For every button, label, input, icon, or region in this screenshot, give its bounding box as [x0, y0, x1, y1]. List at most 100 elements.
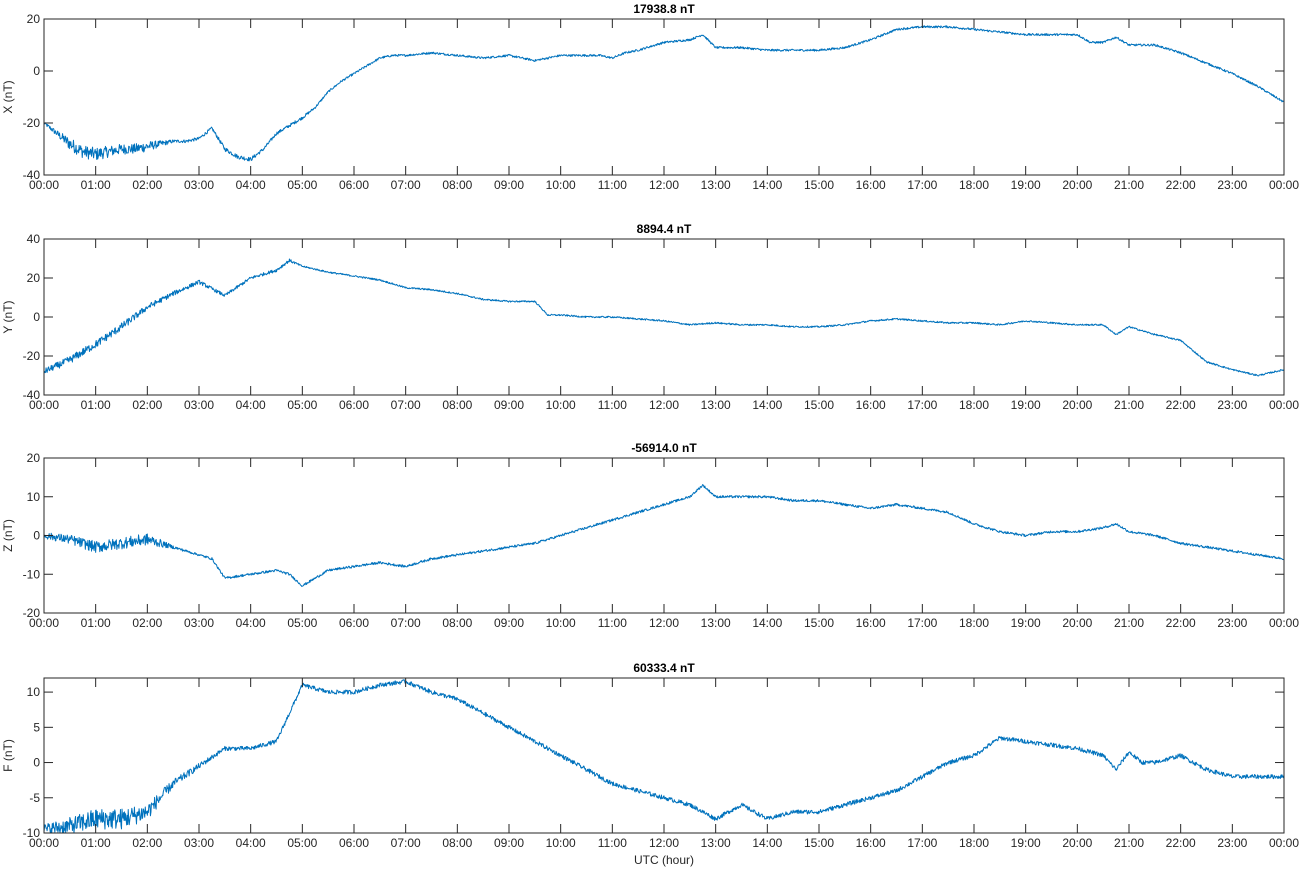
- x-tick-label: 04:00: [236, 836, 266, 850]
- axes-box: [43, 238, 1285, 396]
- y-tick-label: -40: [23, 388, 41, 402]
- x-tick-label: 16:00: [856, 836, 886, 850]
- x-tick-label: 18:00: [959, 178, 989, 192]
- x-tick-label: 22:00: [1166, 836, 1196, 850]
- x-tick-label: 03:00: [184, 398, 214, 412]
- y-tick-label: -20: [23, 116, 41, 130]
- x-tick-label: 18:00: [959, 398, 989, 412]
- x-tick-label: 03:00: [184, 616, 214, 630]
- y-tick-label: 0: [33, 64, 40, 78]
- x-tick-label: 01:00: [81, 836, 111, 850]
- x-tick-label: 02:00: [132, 178, 162, 192]
- x-tick-label: 06:00: [339, 178, 369, 192]
- x-axis-label: UTC (hour): [634, 853, 694, 867]
- x-tick-label: 05:00: [287, 178, 317, 192]
- y-tick-label: -20: [23, 606, 41, 620]
- x-tick-label: 14:00: [752, 398, 782, 412]
- x-tick-label: 20:00: [1062, 178, 1092, 192]
- x-tick-label: 14:00: [752, 178, 782, 192]
- x-tick-label: 16:00: [856, 398, 886, 412]
- x-tick-label: 10:00: [546, 836, 576, 850]
- y-axis-label: Y (nT): [1, 300, 15, 333]
- x-tick-label: 02:00: [132, 616, 162, 630]
- data-series-line: [43, 258, 1285, 377]
- x-tick-label: 00:00: [29, 178, 59, 192]
- y-axis-label: X (nT): [1, 80, 15, 113]
- x-tick-label: 01:00: [81, 178, 111, 192]
- x-tick-label: 08:00: [442, 178, 472, 192]
- x-tick-label: 12:00: [649, 616, 679, 630]
- x-tick-label: 04:00: [236, 398, 266, 412]
- y-axis-label: Z (nT): [1, 519, 15, 552]
- x-tick-label: 22:00: [1166, 616, 1196, 630]
- x-tick-label: 15:00: [804, 398, 834, 412]
- y-tick-label: -20: [23, 349, 41, 363]
- x-tick-label: 21:00: [1114, 836, 1144, 850]
- x-tick-label: 21:00: [1114, 398, 1144, 412]
- y-axis-label: F (nT): [1, 739, 15, 772]
- x-tick-label: 08:00: [442, 398, 472, 412]
- x-tick-label: 13:00: [701, 836, 731, 850]
- x-tick-label: 10:00: [546, 398, 576, 412]
- panel-z: -56914.0 nT Z (nT) 00:00 01:00 02:00 03:00 04:…: [1, 441, 1299, 630]
- x-tick-label: 23:00: [1217, 178, 1247, 192]
- x-tick-label: 00:00: [29, 616, 59, 630]
- panel-f: 60333.4 nT F (nT) 00:00 01:00 02:00 03:00 04:0…: [1, 661, 1299, 867]
- panel-title: 60333.4 nT: [633, 661, 695, 675]
- y-tick-label: 0: [33, 529, 40, 543]
- x-tick-label: 17:00: [907, 616, 937, 630]
- x-tick-label: 16:00: [856, 616, 886, 630]
- x-tick-label: 11:00: [598, 616, 627, 630]
- panel-title: 17938.8 nT: [633, 2, 695, 16]
- y-tick-label: -10: [23, 826, 41, 840]
- x-tick-label: 15:00: [804, 836, 834, 850]
- x-tick-label: 21:00: [1114, 178, 1144, 192]
- x-tick-label: 14:00: [752, 616, 782, 630]
- data-series-line: [43, 679, 1285, 834]
- x-tick-label: 23:00: [1217, 616, 1247, 630]
- x-tick-label: 10:00: [546, 616, 576, 630]
- x-tick-label: 22:00: [1166, 398, 1196, 412]
- x-tick-label: 13:00: [701, 616, 731, 630]
- x-tick-label: 04:00: [236, 616, 266, 630]
- x-tick-label: 11:00: [598, 178, 627, 192]
- y-tick-label: 10: [27, 685, 41, 699]
- x-tick-label: 11:00: [598, 398, 627, 412]
- x-tick-label: 07:00: [391, 616, 421, 630]
- x-tick-label: 20:00: [1062, 616, 1092, 630]
- x-tick-label: 02:00: [132, 398, 162, 412]
- x-tick-label: 04:00: [236, 178, 266, 192]
- x-tick-label: 02:00: [132, 836, 162, 850]
- x-tick-label: 12:00: [649, 398, 679, 412]
- panel-title: 8894.4 nT: [637, 222, 692, 236]
- y-tick-label: 40: [27, 232, 41, 246]
- x-tick-label: 22:00: [1166, 178, 1196, 192]
- x-tick-label: 10:00: [546, 178, 576, 192]
- x-tick-label: 07:00: [391, 836, 421, 850]
- x-tick-label: 20:00: [1062, 836, 1092, 850]
- x-tick-label: 03:00: [184, 836, 214, 850]
- x-tick-label: 05:00: [287, 836, 317, 850]
- y-tick-label: -5: [29, 791, 40, 805]
- panel-x: 17938.8 nT X (nT) 00:00 01:00 02:00 03:00 04:0…: [1, 2, 1299, 192]
- x-tick-label: 23:00: [1217, 398, 1247, 412]
- x-tick-label: 19:00: [1011, 398, 1041, 412]
- x-tick-label: 14:00: [752, 836, 782, 850]
- x-tick-label: 00:00: [29, 836, 59, 850]
- x-tick-label: 11:00: [598, 836, 627, 850]
- x-tick-label: 08:00: [442, 616, 472, 630]
- x-tick-label: 09:00: [494, 836, 524, 850]
- x-tick-label: 17:00: [907, 836, 937, 850]
- x-tick-label: 16:00: [856, 178, 886, 192]
- y-tick-label: 10: [27, 490, 41, 504]
- x-tick-label: 18:00: [959, 616, 989, 630]
- x-tick-label: 09:00: [494, 178, 524, 192]
- x-tick-label: 03:00: [184, 178, 214, 192]
- y-tick-label: 5: [33, 720, 40, 734]
- x-tick-label: 19:00: [1011, 616, 1041, 630]
- x-tick-label: 19:00: [1011, 178, 1041, 192]
- x-tick-label: 23:00: [1217, 836, 1247, 850]
- x-tick-label: 21:00: [1114, 616, 1144, 630]
- y-tick-label: -40: [23, 168, 41, 182]
